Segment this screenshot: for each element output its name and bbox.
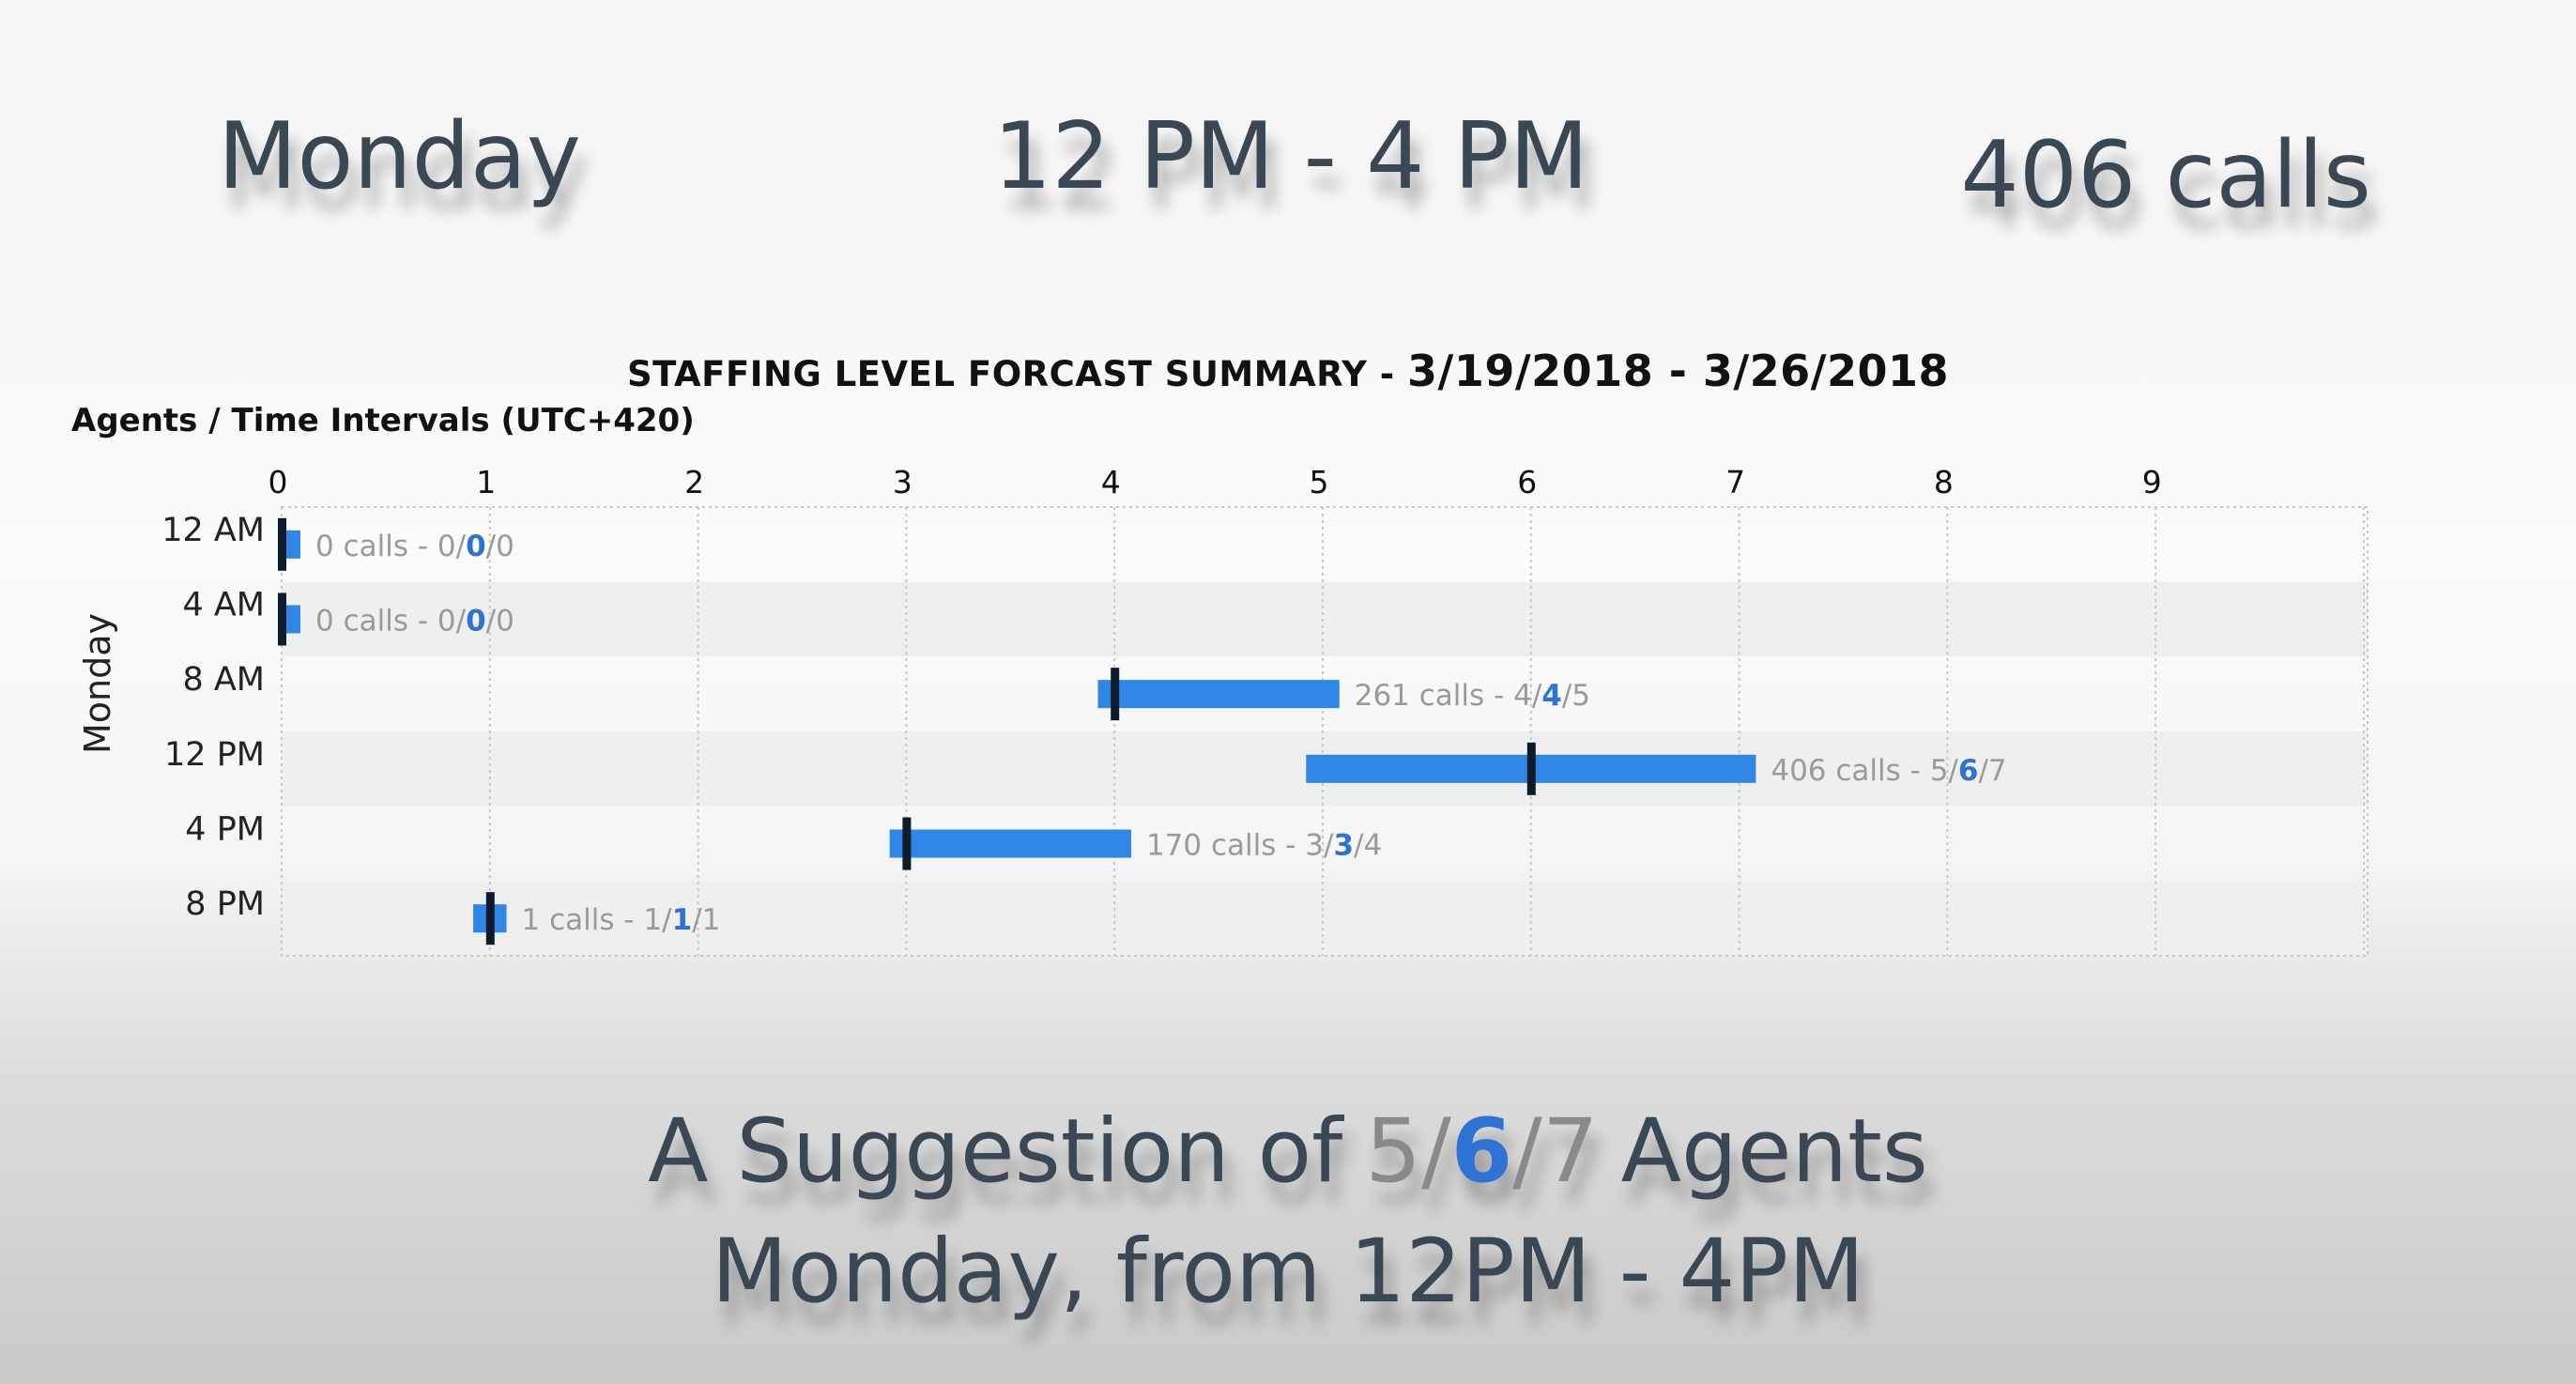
recommended-marker	[485, 892, 495, 946]
y-category-label: 8 AM	[182, 661, 265, 699]
y-category-label: 12 PM	[164, 736, 265, 774]
recommended-marker	[1111, 668, 1120, 721]
x-tick-label: 4	[1101, 464, 1121, 500]
x-axis-label: Agents / Time Intervals (UTC+420)	[71, 402, 695, 439]
recommended-marker	[278, 592, 286, 646]
suggestion-line: A Suggestion of 5/6/7 Agents	[0, 1100, 2576, 1203]
chart-title: STAFFING LEVEL FORCAST SUMMARY - 3/19/20…	[0, 346, 2576, 396]
recommended-marker	[1526, 742, 1536, 795]
recommended-marker	[278, 517, 286, 571]
x-tick-label: 3	[893, 464, 912, 500]
x-tick-label: 1	[476, 464, 496, 500]
range-bar	[1097, 680, 1340, 709]
suggestion-suffix: Agents	[1620, 1100, 1928, 1203]
header-call-count: 406 calls	[1960, 122, 2371, 229]
x-tick-label: 6	[1517, 464, 1537, 500]
x-tick-label: 0	[268, 464, 288, 500]
header-day: Monday	[218, 103, 581, 210]
recommended-marker	[902, 817, 912, 870]
y-category-label: 8 PM	[185, 885, 265, 923]
suggestion-recommended: 6	[1450, 1100, 1513, 1203]
suggestion-sep: /	[1512, 1100, 1542, 1203]
plot-frame	[281, 506, 2369, 957]
data-label: 261 calls - 4/4/5	[1355, 679, 1590, 713]
suggestion-min: 5	[1365, 1100, 1422, 1203]
chart-title-dates: 3/19/2018 - 3/26/2018	[1407, 346, 1949, 396]
data-label: 0 calls - 0/0/0	[315, 530, 514, 563]
x-tick-label: 7	[1725, 464, 1745, 500]
data-label: 170 calls - 3/3/4	[1146, 829, 1382, 863]
x-tick-label: 5	[1310, 464, 1329, 500]
suggestion-agents: 5/6/7	[1365, 1100, 1598, 1203]
data-label: 406 calls - 5/6/7	[1771, 754, 2006, 788]
chart-title-text: STAFFING LEVEL FORCAST SUMMARY -	[627, 354, 1408, 394]
x-tick-label: 9	[2142, 464, 2162, 500]
x-tick-label: 2	[684, 464, 704, 500]
y-category-label: 4 PM	[185, 811, 265, 849]
y-category-label: 4 AM	[182, 587, 265, 624]
range-bar	[889, 829, 1131, 858]
x-tick-label: 8	[1934, 464, 1954, 500]
suggestion-period: Monday, from 12PM - 4PM	[711, 1221, 1865, 1323]
data-label: 1 calls - 1/1/1	[522, 903, 721, 937]
suggestion-max: 7	[1541, 1100, 1599, 1203]
data-label: 0 calls - 0/0/0	[315, 605, 514, 638]
row-band	[282, 581, 2368, 657]
header-time-range: 12 PM - 4 PM	[993, 103, 1589, 210]
suggestion-prefix: A Suggestion of	[648, 1100, 1343, 1203]
y-category-label: 12 AM	[161, 512, 265, 549]
row-band	[282, 881, 2368, 956]
suggestion-sep: /	[1421, 1100, 1451, 1203]
